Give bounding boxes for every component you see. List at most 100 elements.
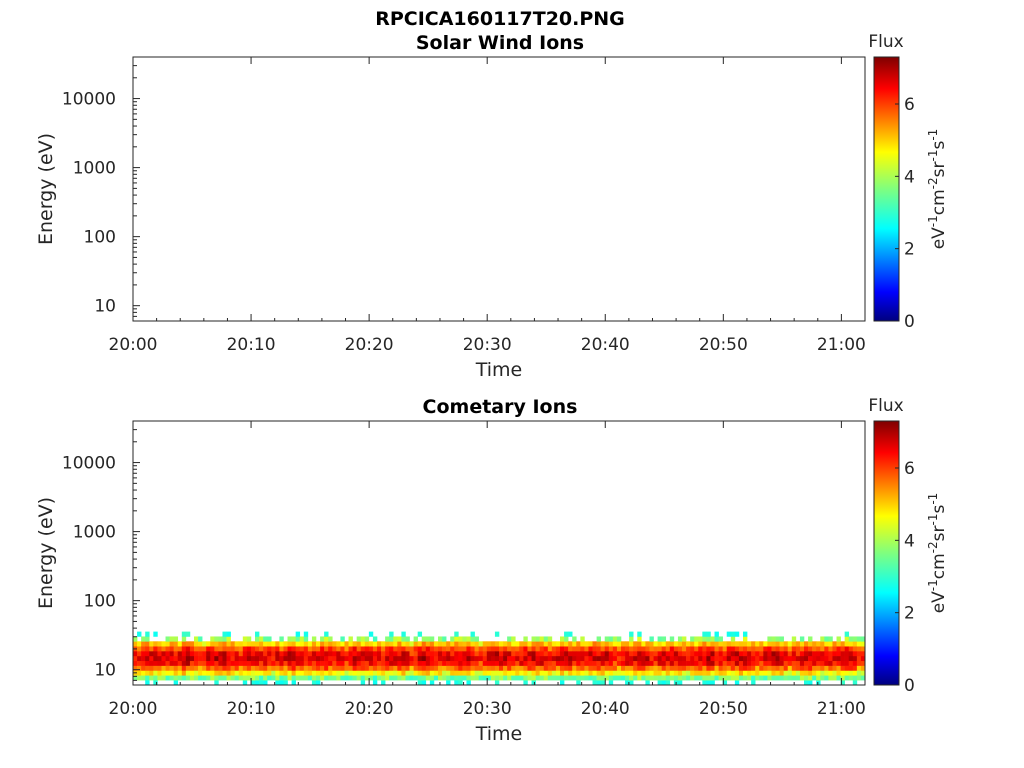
- heatmap-cell: [283, 646, 288, 652]
- heatmap-cell: [718, 655, 723, 662]
- heatmap-cell: [478, 665, 484, 671]
- heatmap-cell: [222, 665, 227, 671]
- heatmap-cell: [560, 655, 565, 662]
- heatmap-cell: [185, 651, 191, 657]
- heatmap-cell: [259, 660, 264, 666]
- heatmap-cell: [397, 660, 402, 666]
- heatmap-cell: [161, 655, 166, 662]
- heatmap-cell: [547, 641, 553, 647]
- heatmap-cell: [686, 665, 691, 671]
- heatmap-cell: [303, 675, 309, 681]
- heatmap-cell: [263, 665, 268, 671]
- heatmap-cell: [759, 675, 764, 681]
- heatmap-cell: [572, 665, 577, 671]
- heatmap-cell: [263, 651, 268, 657]
- heatmap-cell: [751, 680, 756, 686]
- heatmap-cell: [828, 675, 833, 681]
- heatmap-cell: [852, 655, 858, 662]
- heatmap-cell: [759, 665, 764, 671]
- heatmap-cell: [250, 670, 256, 676]
- heatmap-cell: [307, 646, 313, 652]
- heatmap-cell: [637, 660, 642, 666]
- heatmap-cell: [669, 636, 675, 642]
- heatmap-cell: [133, 641, 138, 647]
- heatmap-cell: [401, 665, 406, 671]
- heatmap-cell: [344, 670, 349, 676]
- heatmap-cell: [832, 655, 837, 662]
- heatmap-cell: [486, 660, 492, 666]
- heatmap-cell: [612, 670, 618, 676]
- heatmap-cell: [450, 660, 455, 666]
- heatmap-cell: [669, 670, 675, 676]
- heatmap-cell: [356, 670, 362, 676]
- heatmap-cell: [673, 670, 679, 676]
- heatmap-cell: [385, 641, 390, 647]
- heatmap-cell: [165, 651, 170, 657]
- heatmap-cell: [751, 670, 756, 676]
- heatmap-cell: [360, 675, 366, 681]
- heatmap-cell: [246, 660, 252, 666]
- heatmap-cell: [588, 660, 593, 666]
- heatmap-cell: [214, 670, 219, 676]
- heatmap-cell: [145, 665, 150, 671]
- heatmap-cell: [641, 651, 646, 657]
- heatmap-cell: [295, 646, 301, 652]
- heatmap-cell: [194, 636, 199, 642]
- heatmap-cell: [413, 646, 418, 652]
- heatmap-cell: [409, 641, 414, 647]
- heatmap-cell: [738, 670, 744, 676]
- heatmap-cell: [690, 651, 695, 657]
- heatmap-cell: [608, 660, 614, 666]
- heatmap-cell: [629, 675, 634, 681]
- heatmap-cell: [596, 641, 601, 647]
- heatmap-cell: [263, 660, 268, 666]
- heatmap-cell: [381, 660, 386, 666]
- heatmap-cell: [564, 641, 569, 647]
- heatmap-cell: [462, 675, 467, 681]
- heatmap-cell: [181, 655, 187, 662]
- heatmap-cell: [592, 646, 597, 652]
- heatmap-cell: [604, 641, 610, 647]
- heatmap-cell: [535, 636, 540, 642]
- heatmap-cell: [604, 660, 610, 666]
- heatmap-cell: [368, 651, 374, 657]
- heatmap-cell: [775, 655, 780, 662]
- heatmap-cell: [600, 655, 606, 662]
- heatmap-cell: [507, 655, 512, 662]
- heatmap-cell: [576, 655, 581, 662]
- heatmap-cell: [840, 655, 845, 662]
- heatmap-cell: [677, 646, 683, 652]
- heatmap-cell: [645, 675, 650, 681]
- heatmap-cell: [828, 660, 833, 666]
- heatmap-cell: [698, 670, 703, 676]
- heatmap-cell: [446, 655, 451, 662]
- heatmap-cell: [389, 641, 394, 647]
- heatmap-cell: [454, 651, 459, 657]
- heatmap-cell: [421, 636, 427, 642]
- heatmap-cell: [706, 655, 711, 662]
- heatmap-cell: [848, 660, 854, 666]
- heatmap-cell: [698, 641, 703, 647]
- heatmap-cell: [474, 651, 479, 657]
- heatmap-cell: [808, 636, 813, 642]
- heatmap-cell: [763, 675, 768, 681]
- heatmap-cell: [730, 655, 736, 662]
- colorbar-tick-label: 6: [904, 459, 915, 479]
- heatmap-cell: [316, 655, 321, 662]
- heatmap-cell: [808, 660, 813, 666]
- heatmap-cell: [470, 665, 475, 671]
- heatmap-cell: [531, 665, 536, 671]
- plot-frame: [132, 56, 866, 322]
- heatmap-cell: [299, 646, 305, 652]
- heatmap-cell: [531, 660, 536, 666]
- heatmap-cell: [202, 660, 207, 666]
- heatmap-cell: [677, 636, 683, 642]
- heatmap-cell: [393, 655, 398, 662]
- heatmap-cell: [852, 641, 858, 647]
- heatmap-cell: [808, 655, 813, 662]
- heatmap-cell: [340, 670, 345, 676]
- heatmap-cell: [690, 670, 695, 676]
- heatmap-cell: [377, 641, 382, 647]
- heatmap-cell: [714, 651, 719, 657]
- heatmap-cell: [446, 660, 451, 666]
